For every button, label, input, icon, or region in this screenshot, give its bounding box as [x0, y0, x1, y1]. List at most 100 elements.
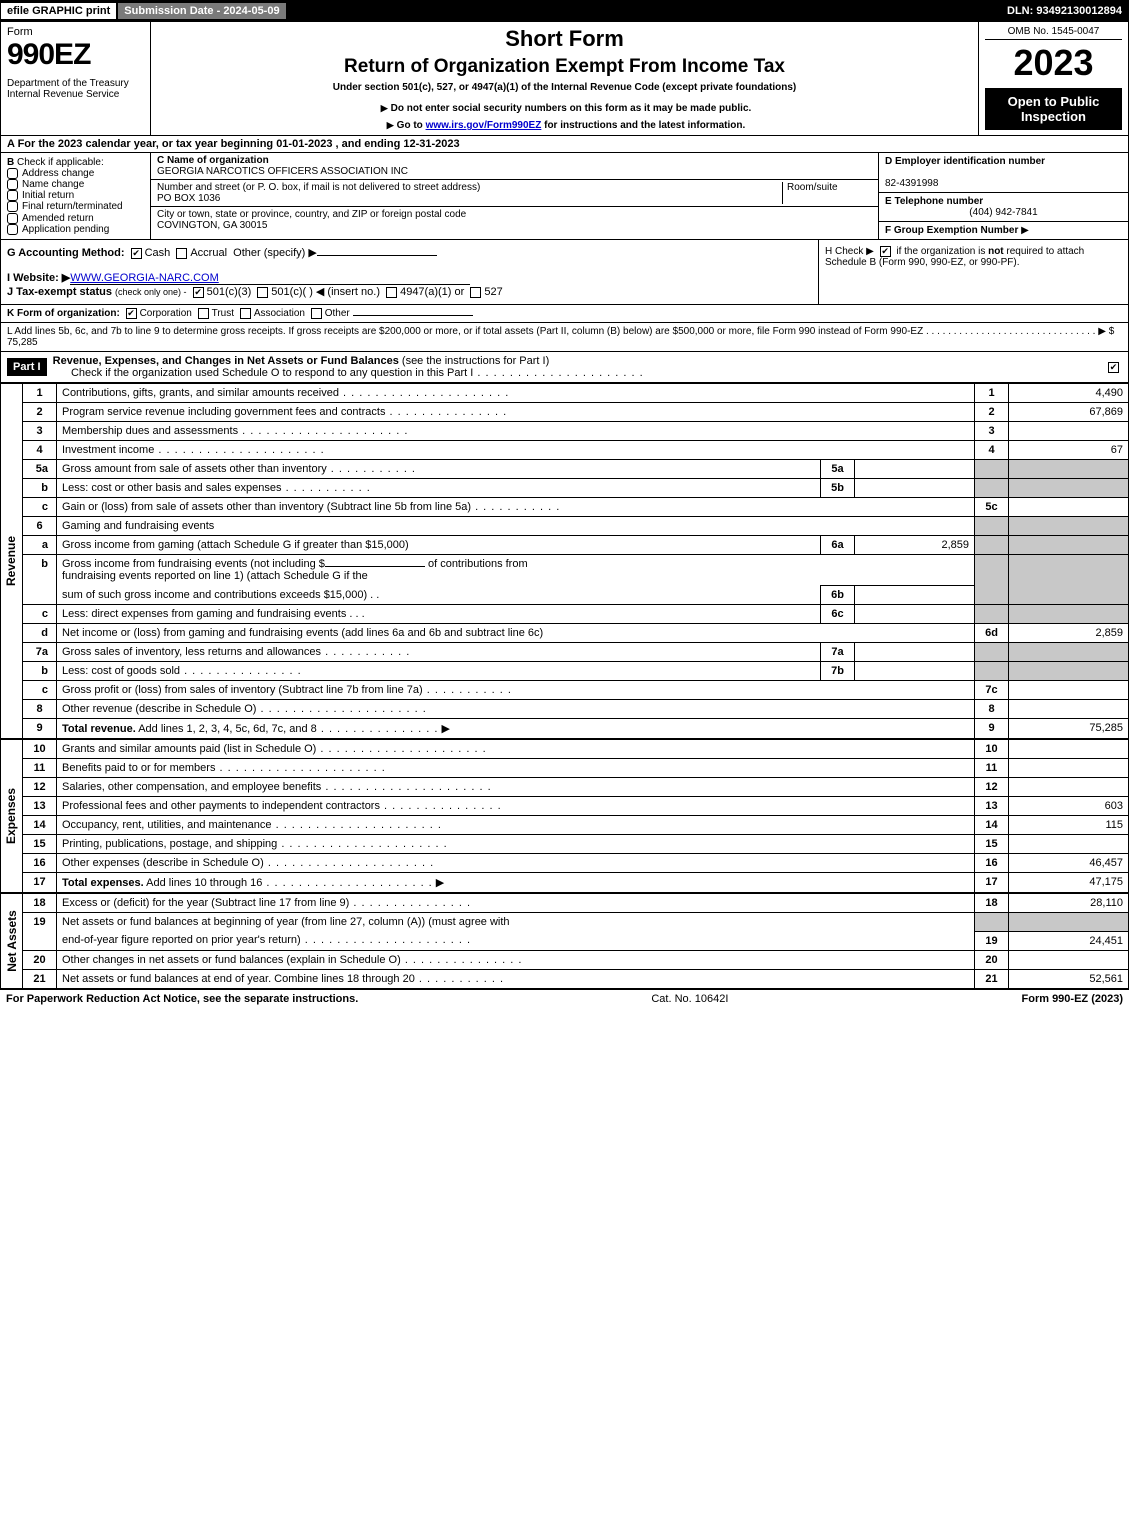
h-text-pre: H Check ▶	[825, 246, 877, 257]
org-name: GEORGIA NARCOTICS OFFICERS ASSOCIATION I…	[157, 166, 408, 177]
other-specify-field[interactable]	[317, 255, 437, 256]
label-application-pending: Application pending	[22, 224, 109, 235]
checkbox-schedule-o[interactable]	[1108, 362, 1119, 373]
checkbox-initial-return[interactable]	[7, 190, 18, 201]
part-1-header-row: Part I Revenue, Expenses, and Changes in…	[0, 352, 1129, 383]
checkbox-association[interactable]	[240, 308, 251, 319]
h-not: not	[988, 246, 1004, 257]
line-12: 12Salaries, other compensation, and empl…	[23, 778, 1129, 797]
line-8: 8Other revenue (describe in Schedule O)8	[23, 700, 1129, 719]
j-label: J Tax-exempt status	[7, 286, 112, 298]
checkbox-4947[interactable]	[386, 287, 397, 298]
line-7c: cGross profit or (loss) from sales of in…	[23, 681, 1129, 700]
label-address-change: Address change	[22, 168, 94, 179]
line-14: 14Occupancy, rent, utilities, and mainte…	[23, 816, 1129, 835]
label-trust: Trust	[212, 308, 234, 319]
c-name-label: C Name of organization	[157, 155, 269, 166]
open-inspection: Open to Public Inspection	[985, 88, 1122, 130]
line-6: 6Gaming and fundraising events	[23, 517, 1129, 536]
tel-label: E Telephone number	[885, 196, 983, 207]
checkbox-final-return[interactable]	[7, 201, 18, 212]
checkbox-cash[interactable]	[131, 248, 142, 259]
h-text-post: if the organization is	[894, 246, 989, 257]
other-org-field[interactable]	[353, 315, 473, 316]
omb-number: OMB No. 1545-0047	[985, 26, 1122, 40]
check-if-applicable: Check if applicable:	[17, 157, 104, 168]
room-suite-label: Room/suite	[787, 182, 838, 193]
page-footer: For Paperwork Reduction Act Notice, see …	[0, 989, 1129, 1008]
net-assets-table: 18Excess or (deficit) for the year (Subt…	[22, 893, 1129, 989]
part-1-label: Part I	[7, 358, 47, 376]
street-label: Number and street (or P. O. box, if mail…	[157, 182, 480, 193]
checkbox-address-change[interactable]	[7, 168, 18, 179]
return-title: Return of Organization Exempt From Incom…	[157, 56, 972, 78]
irs-link[interactable]: www.irs.gov/Form990EZ	[426, 120, 542, 131]
dln: DLN: 93492130012894	[1001, 3, 1128, 19]
line-10: 10Grants and similar amounts paid (list …	[23, 740, 1129, 759]
revenue-side-label: Revenue	[0, 383, 22, 739]
line-11: 11Benefits paid to or for members11	[23, 759, 1129, 778]
checkbox-other-org[interactable]	[311, 308, 322, 319]
part-1-note: (see the instructions for Part I)	[402, 355, 549, 367]
goto-line: Go to www.irs.gov/Form990EZ for instruct…	[157, 120, 972, 131]
checkbox-h[interactable]	[880, 246, 891, 257]
line-5a: 5aGross amount from sale of assets other…	[23, 460, 1129, 479]
line-6a: aGross income from gaming (attach Schedu…	[23, 536, 1129, 555]
checkbox-accrual[interactable]	[176, 248, 187, 259]
line-2: 2Program service revenue including gover…	[23, 403, 1129, 422]
website-link[interactable]: WWW.GEORGIA-NARC.COM	[70, 272, 470, 285]
checkbox-corporation[interactable]	[126, 308, 137, 319]
part-1-check-line: Check if the organization used Schedule …	[71, 367, 473, 379]
checkbox-amended-return[interactable]	[7, 213, 18, 224]
line-7b: bLess: cost of goods sold7b	[23, 662, 1129, 681]
net-assets-side-label: Net Assets	[0, 893, 22, 989]
expenses-section: Expenses 10Grants and similar amounts pa…	[0, 739, 1129, 893]
checkbox-501c[interactable]	[257, 287, 268, 298]
k-label: K Form of organization:	[7, 308, 120, 319]
section-bcdef: B Check if applicable: Address change Na…	[0, 153, 1129, 240]
expenses-table: 10Grants and similar amounts paid (list …	[22, 739, 1129, 893]
city-label: City or town, state or province, country…	[157, 209, 466, 220]
label-name-change: Name change	[22, 179, 84, 190]
efile-print: efile GRAPHIC print	[1, 3, 118, 19]
line-6d: dNet income or (loss) from gaming and fu…	[23, 624, 1129, 643]
checkbox-501c3[interactable]	[193, 287, 204, 298]
column-b: B Check if applicable: Address change Na…	[1, 153, 151, 239]
line-19-a: 19Net assets or fund balances at beginni…	[23, 913, 1129, 932]
line-13: 13Professional fees and other payments t…	[23, 797, 1129, 816]
dept-treasury: Department of the Treasury Internal Reve…	[7, 78, 144, 100]
checkbox-application-pending[interactable]	[7, 224, 18, 235]
line-5c: cGain or (loss) from sale of assets othe…	[23, 498, 1129, 517]
row-a-tax-year: A For the 2023 calendar year, or tax yea…	[0, 136, 1129, 153]
row-h: H Check ▶ if the organization is not req…	[818, 240, 1128, 304]
g-label: G Accounting Method:	[7, 247, 125, 259]
under-section: Under section 501(c), 527, or 4947(a)(1)…	[157, 82, 972, 93]
checkbox-trust[interactable]	[198, 308, 209, 319]
group-exemption-arrow: ▶	[1021, 225, 1029, 236]
tax-year: 2023	[985, 42, 1122, 84]
label-accrual: Accrual	[190, 247, 227, 259]
label-501c3: 501(c)(3)	[207, 286, 252, 298]
line-20: 20Other changes in net assets or fund ba…	[23, 950, 1129, 969]
short-form-title: Short Form	[157, 26, 972, 52]
line-6c: cLess: direct expenses from gaming and f…	[23, 605, 1129, 624]
line-15: 15Printing, publications, postage, and s…	[23, 835, 1129, 854]
form-word: Form	[7, 26, 144, 38]
expenses-side-label: Expenses	[0, 739, 22, 893]
ein-value: 82-4391998	[885, 178, 938, 189]
footer-left: For Paperwork Reduction Act Notice, see …	[6, 993, 358, 1005]
footer-catalog: Cat. No. 10642I	[358, 993, 1021, 1005]
l-text: L Add lines 5b, 6c, and 7b to line 9 to …	[7, 326, 1114, 337]
checkbox-527[interactable]	[470, 287, 481, 298]
form-number: 990EZ	[7, 38, 144, 72]
checkbox-name-change[interactable]	[7, 179, 18, 190]
part-1-title: Revenue, Expenses, and Changes in Net As…	[53, 355, 399, 367]
label-initial-return: Initial return	[22, 190, 74, 201]
line-16: 16Other expenses (describe in Schedule O…	[23, 854, 1129, 873]
line-18: 18Excess or (deficit) for the year (Subt…	[23, 894, 1129, 913]
fundraising-amount-field[interactable]	[325, 566, 425, 567]
footer-right: Form 990-EZ (2023)	[1022, 993, 1124, 1005]
revenue-section: Revenue 1Contributions, gifts, grants, a…	[0, 383, 1129, 739]
line-6b-2: sum of such gross income and contributio…	[23, 586, 1129, 605]
header-left: Form 990EZ Department of the Treasury In…	[1, 22, 151, 135]
